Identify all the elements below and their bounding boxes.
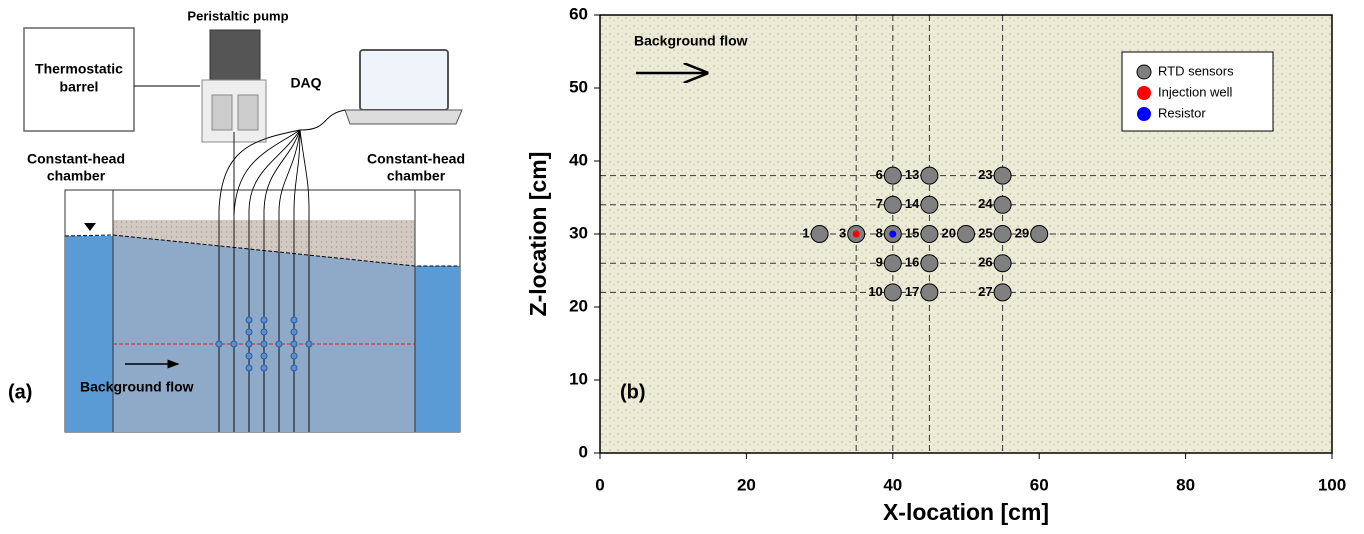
sensor-point: [920, 283, 939, 302]
point-label: 9: [876, 255, 883, 270]
panel-label: (b): [620, 381, 646, 403]
y-tick-label: 10: [569, 369, 588, 388]
barrel-label: barrel: [60, 79, 99, 95]
legend-label: RTD sensors: [1158, 63, 1234, 78]
y-axis-label: Z-location [cm]: [525, 152, 551, 317]
point-label: 3: [839, 225, 846, 240]
x-tick-label: 80: [1176, 475, 1195, 494]
point-label: 25: [978, 225, 992, 240]
legend-marker: [1137, 86, 1151, 100]
point-label: 27: [978, 284, 992, 299]
point-label: 17: [905, 284, 919, 299]
sensors: [215, 316, 313, 372]
point-label: 20: [942, 225, 956, 240]
x-tick-label: 20: [737, 475, 756, 494]
y-tick-label: 50: [569, 77, 588, 96]
sensor-point: [993, 254, 1012, 273]
y-tick-label: 40: [569, 150, 588, 169]
point-label: 7: [876, 196, 883, 211]
y-tick-label: 0: [579, 442, 588, 461]
legend-marker: [1137, 107, 1151, 121]
legend-label: Resistor: [1158, 105, 1206, 120]
sensor-point: [1030, 225, 1049, 243]
right-water: [415, 266, 460, 432]
legend-label: Injection well: [1158, 84, 1233, 99]
flow-label: Background flow: [80, 379, 194, 395]
y-tick-label: 30: [569, 223, 588, 242]
sensor-point: [920, 254, 939, 273]
point-label: 23: [978, 167, 992, 182]
sensor-point: [993, 225, 1012, 243]
wires: [218, 129, 310, 432]
point-label: 14: [905, 196, 920, 211]
sensor-point: [883, 254, 902, 273]
laptop: [344, 49, 463, 125]
sensor-point: [883, 283, 902, 302]
sensor-point: [920, 195, 939, 214]
cable: [299, 109, 346, 131]
x-tick-label: 0: [595, 475, 604, 494]
point-label: 8: [876, 225, 883, 240]
y-tick-label: 20: [569, 296, 588, 315]
point-label: 15: [905, 225, 919, 240]
point-label: 6: [876, 167, 883, 182]
daq-label: DAQ: [290, 75, 321, 91]
annotation: Background flow: [634, 33, 748, 49]
sensor-point: [957, 225, 975, 243]
sensor-point: [920, 225, 939, 243]
y-tick-label: 60: [569, 4, 588, 23]
marker-point: [889, 230, 897, 238]
sensor-point: [993, 195, 1012, 214]
x-tick-label: 40: [883, 475, 902, 494]
sensor-point: [883, 166, 902, 185]
x-tick-label: 100: [1318, 475, 1346, 494]
chamber-label: chamber: [47, 168, 106, 184]
panel-label: (a): [8, 381, 32, 403]
point-label: 26: [978, 255, 992, 270]
barrel-box: [23, 27, 135, 132]
sensor-point: [993, 166, 1012, 185]
point-label: 10: [868, 284, 882, 299]
chamber-label: chamber: [387, 168, 446, 184]
point-label: 29: [1015, 225, 1029, 240]
left-water: [65, 236, 113, 432]
barrel-label: Thermostatic: [35, 61, 123, 77]
sensor-point: [810, 225, 829, 243]
panel-b: 0 20 40 60 80 100 0 10 20 30 40 50 60 X-location [cm]…: [525, 4, 1346, 525]
sensor-point: [883, 195, 902, 214]
pump-label: Peristaltic pump: [187, 8, 288, 23]
point-label: 16: [905, 255, 919, 270]
legend-marker: [1136, 64, 1152, 80]
marker-point: [852, 230, 860, 238]
x-axis-label: X-location [cm]: [883, 499, 1049, 525]
pump: [201, 29, 267, 143]
water-level-marker: [84, 223, 96, 231]
sensor-point: [993, 283, 1012, 302]
x-tick-label: 60: [1030, 475, 1049, 494]
point-label: 13: [905, 167, 919, 182]
chamber-label: Constant-head: [367, 151, 465, 167]
panel-a: Thermostatic barrel Peristaltic pump DAQ…: [8, 8, 465, 433]
point-label: 1: [802, 225, 809, 240]
sensor-point: [920, 166, 939, 185]
chamber-label: Constant-head: [27, 151, 125, 167]
point-label: 24: [978, 196, 993, 211]
